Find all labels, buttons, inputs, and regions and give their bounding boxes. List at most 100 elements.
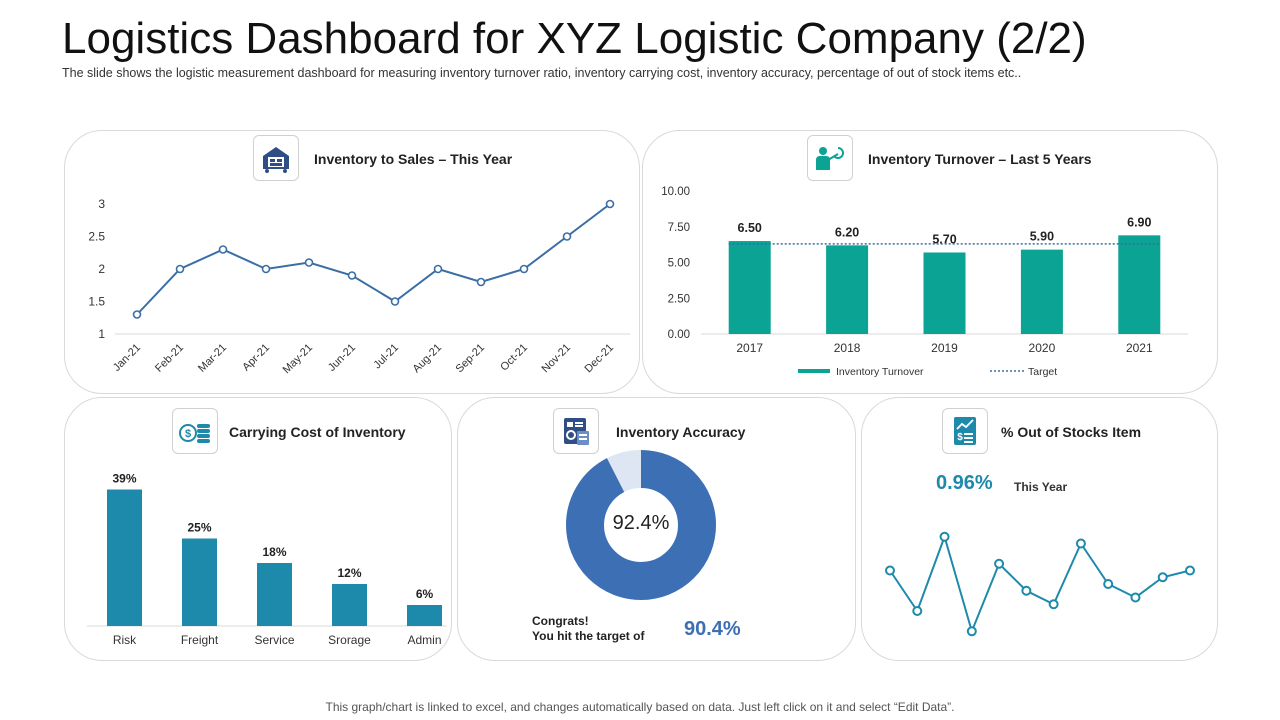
target-value: 90.4% xyxy=(684,618,741,640)
data-point xyxy=(1157,572,1168,583)
x-tick-label: Aug-21 xyxy=(411,342,445,376)
carrying-cost-card: $ Carrying Cost of Inventory 39% Risk 25% F… xyxy=(64,397,452,661)
x-tick-label: 2019 xyxy=(931,341,958,355)
data-point xyxy=(519,264,529,274)
data-point xyxy=(347,271,357,280)
x-tick-label: May-21 xyxy=(281,342,315,376)
y-tick-label: 3 xyxy=(98,197,105,211)
data-point xyxy=(433,264,443,274)
turnover-bar xyxy=(923,252,966,334)
svg-text:$: $ xyxy=(185,428,191,440)
x-tick-label: Nov-21 xyxy=(540,342,574,376)
inventory-sales-card: Inventory to Sales – This Year 1 1.5 2 2.5 3… xyxy=(64,130,640,394)
data-point xyxy=(912,606,923,616)
bar-value-label: 6.90 xyxy=(1127,215,1151,229)
out-of-stock-title: % Out of Stocks Item xyxy=(1001,424,1142,440)
x-tick-label: Mar-21 xyxy=(196,342,229,375)
congrats-text: Congrats! xyxy=(532,614,589,628)
data-point xyxy=(304,258,314,267)
y-tick-label: 1 xyxy=(98,327,105,341)
x-tick-label: Risk xyxy=(113,633,137,647)
stock-series-line xyxy=(889,533,1191,635)
y-tick-label: 7.50 xyxy=(668,222,690,234)
data-point xyxy=(218,245,228,254)
report-chart-icon: $ xyxy=(942,408,988,454)
cost-bar xyxy=(332,584,367,626)
x-tick-label: Feb-21 xyxy=(153,342,186,375)
y-tick-label: 10.00 xyxy=(661,186,690,198)
x-tick-label: 2017 xyxy=(736,341,763,355)
footer-note: This graph/chart is linked to excel, and… xyxy=(325,700,955,714)
y-tick-label: 2.50 xyxy=(668,293,690,305)
x-tick-label: Jan-21 xyxy=(111,342,143,374)
y-tick-label: 2.5 xyxy=(88,230,105,244)
accuracy-card: Inventory Accuracy 92.4% Congrats! You h… xyxy=(457,397,856,661)
donut-main-slice xyxy=(566,450,716,600)
data-point xyxy=(261,264,271,274)
cost-bar xyxy=(407,605,442,626)
data-point xyxy=(885,565,895,576)
data-point xyxy=(994,558,1005,569)
data-point xyxy=(390,297,400,306)
data-point xyxy=(966,626,977,637)
x-tick-label: Apr-21 xyxy=(240,342,272,374)
turnover-card: Inventory Turnover – Last 5 Years 0.00 2.… xyxy=(642,130,1218,394)
svg-text:$: $ xyxy=(957,432,963,443)
data-point xyxy=(175,264,185,274)
presenter-icon xyxy=(807,135,853,181)
inventory-sales-chart: 1 1.5 2 2.5 3 Jan-21 Feb-21 Mar-21 Apr-21 May-21 J… xyxy=(88,197,630,376)
target-text: You hit the target of xyxy=(532,629,645,643)
out-of-stock-value: 0.96% xyxy=(936,472,993,494)
bar-value-label: 12% xyxy=(337,566,361,580)
bar-value-label: 18% xyxy=(262,545,286,559)
carrying-cost-chart: 39% Risk 25% Freight 18% Service 12% Srorage 6% A… xyxy=(87,472,447,647)
x-tick-label: Service xyxy=(254,633,294,647)
accuracy-donut-chart xyxy=(566,450,716,600)
bar-value-label: 5.70 xyxy=(932,232,956,246)
accuracy-center-label: 92.4% xyxy=(612,512,670,534)
y-tick-label: 0.00 xyxy=(668,329,690,341)
data-point xyxy=(1185,565,1195,576)
legend-label-target: Target xyxy=(1028,366,1057,378)
document-check-icon xyxy=(553,408,599,454)
data-point xyxy=(476,277,486,287)
turnover-bar xyxy=(1118,235,1161,334)
data-point xyxy=(939,531,950,542)
legend-swatch-turnover xyxy=(798,369,830,373)
turnover-bar xyxy=(826,245,869,334)
inventory-sales-title: Inventory to Sales – This Year xyxy=(314,151,513,167)
turnover-title: Inventory Turnover – Last 5 Years xyxy=(868,151,1092,167)
data-point xyxy=(1075,538,1086,549)
data-point xyxy=(1021,585,1032,596)
x-tick-label: Oct-21 xyxy=(498,342,530,374)
out-of-stock-label: This Year xyxy=(1014,480,1068,494)
x-tick-label: Admin xyxy=(407,633,441,647)
accuracy-title: Inventory Accuracy xyxy=(616,424,746,440)
x-tick-label: Jul-21 xyxy=(371,342,401,372)
bar-value-label: 5.90 xyxy=(1030,230,1054,244)
x-tick-label: Jun-21 xyxy=(326,342,358,374)
y-tick-label: 1.5 xyxy=(88,295,105,309)
cost-bar xyxy=(182,538,217,626)
x-tick-label: Freight xyxy=(181,633,219,647)
bar-value-label: 6% xyxy=(416,587,434,601)
legend-label-turnover: Inventory Turnover xyxy=(836,366,924,378)
bar-value-label: 39% xyxy=(112,472,136,486)
turnover-bar xyxy=(728,241,771,334)
x-tick-label: Sep-21 xyxy=(454,342,488,376)
y-tick-label: 2 xyxy=(98,262,105,276)
cost-bar xyxy=(257,563,292,626)
data-point xyxy=(562,232,572,241)
bar-value-label: 6.20 xyxy=(835,225,859,239)
page-title: Logistics Dashboard for XYZ Logistic Com… xyxy=(62,14,1087,63)
cost-bar xyxy=(107,489,142,626)
data-point xyxy=(1103,579,1114,589)
turnover-chart: 0.00 2.50 5.00 7.50 10.00 6.50 2017 6.20 2018 5.7… xyxy=(661,186,1188,378)
money-icon: $ xyxy=(172,408,218,454)
data-point xyxy=(605,199,615,209)
page-subtitle: The slide shows the logistic measurement… xyxy=(62,66,1022,80)
out-of-stock-card: $ % Out of Stocks Item 0.96% This Year xyxy=(861,397,1218,661)
data-point xyxy=(132,310,142,319)
y-tick-label: 5.00 xyxy=(668,258,690,270)
warehouse-icon xyxy=(253,135,299,181)
